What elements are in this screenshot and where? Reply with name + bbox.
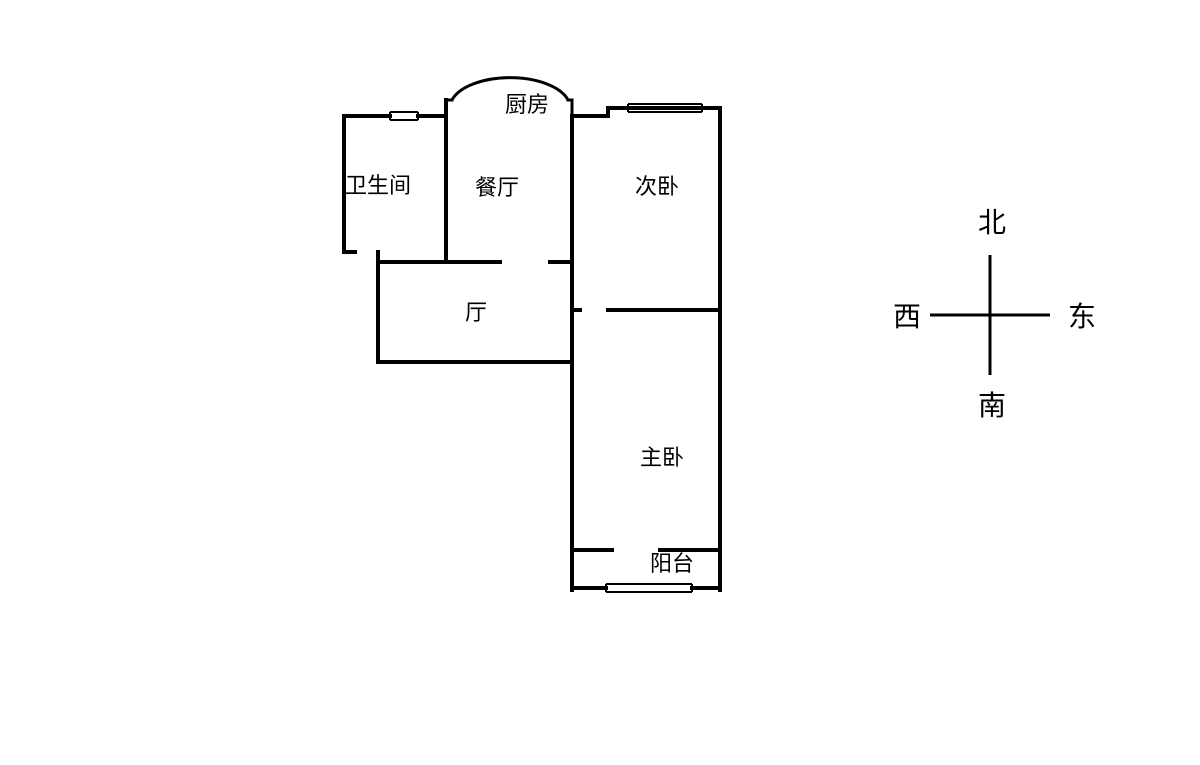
compass: 北南 东 西	[893, 207, 1096, 421]
floorplan-diagram: 厨房卫生间 餐厅 次卧厅主卧阳台 北南 东 西	[0, 0, 1200, 765]
compass-label-north: 北	[978, 207, 1006, 238]
room-label-hall: 厅	[465, 300, 487, 325]
room-label-bathroom: 卫生间	[345, 173, 411, 198]
window	[606, 584, 692, 592]
room-label-balcony: 阳台	[650, 551, 694, 576]
room-label-kitchen: 厨房	[505, 92, 549, 117]
compass-label-west: 西	[893, 301, 921, 332]
window	[390, 112, 418, 120]
room-label-dining: 餐厅	[475, 175, 519, 200]
compass-label-east: 东	[1068, 301, 1096, 332]
room-label-master_bedroom: 主卧	[640, 445, 684, 470]
compass-label-south: 南	[978, 390, 1006, 421]
room-labels: 厨房卫生间 餐厅 次卧厅主卧阳台	[345, 92, 694, 576]
room-label-secondary_bedroom: 次卧	[635, 174, 679, 199]
